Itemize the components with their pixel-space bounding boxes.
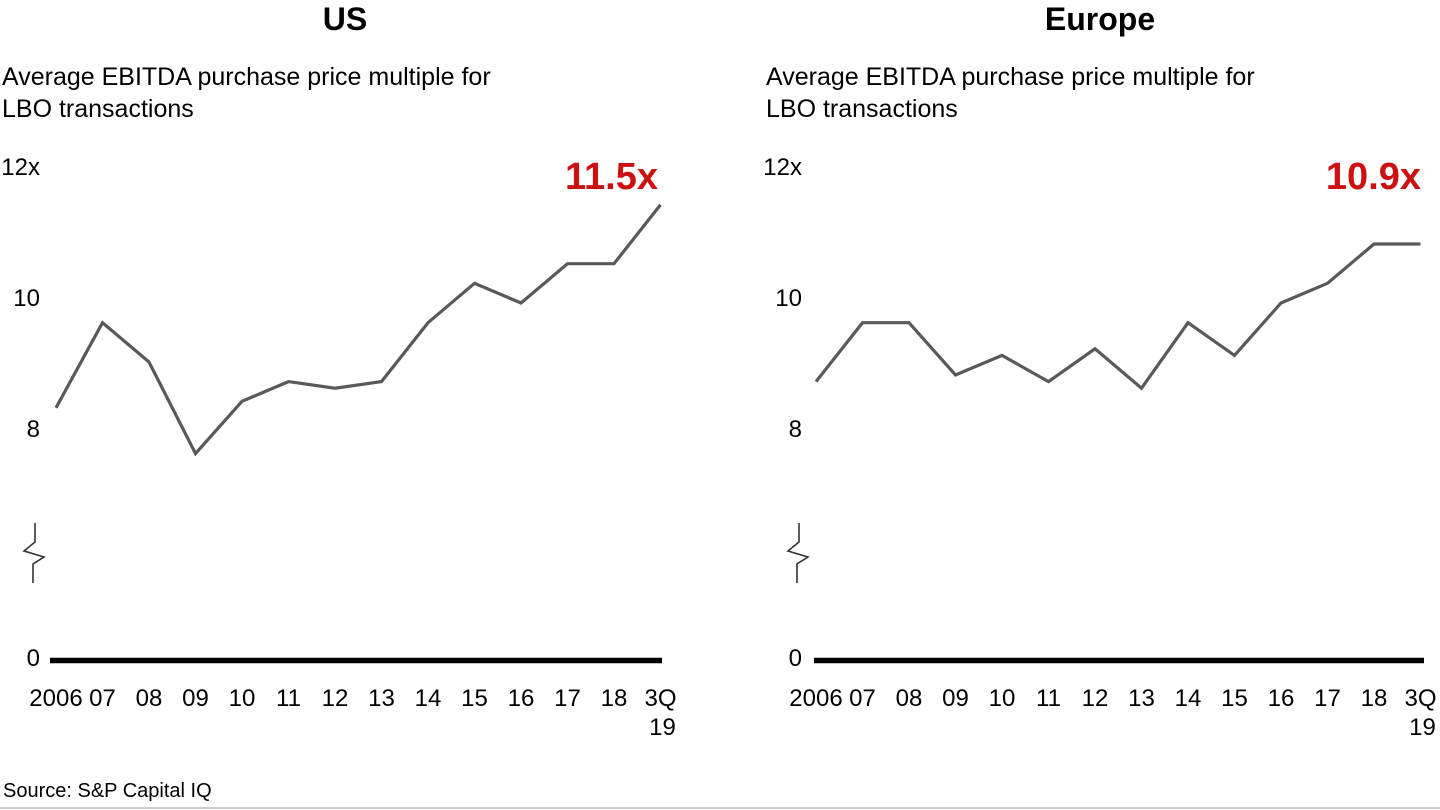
europe-xtick-12: 12	[1082, 685, 1109, 712]
us-ytick-10: 10	[13, 285, 40, 312]
us-xtick-07: 07	[89, 685, 116, 712]
europe-xtick-09: 09	[942, 685, 969, 712]
chart-subtitle-us-line2: LBO transactions	[2, 95, 194, 123]
source-note: Source: S&P Capital IQ	[3, 780, 212, 802]
europe-xtick-15: 15	[1221, 685, 1248, 712]
us-xtick-14: 14	[415, 685, 442, 712]
us-xtick-3Q-line2: 19	[649, 714, 676, 741]
us-ytick-0: 0	[27, 645, 40, 672]
europe-xtick-07: 07	[849, 685, 876, 712]
europe-series-line	[814, 242, 1421, 391]
europe-xtick-18: 18	[1361, 685, 1388, 712]
us-ytick-8: 8	[27, 416, 40, 443]
bottom-divider	[0, 807, 1440, 809]
chart-subtitle-us-line1: Average EBITDA purchase price multiple f…	[2, 63, 491, 91]
europe-xtick-11: 11	[1036, 685, 1061, 712]
europe-xtick-3Q-line2: 19	[1409, 714, 1436, 741]
us-xtick-18: 18	[601, 685, 628, 712]
europe-ytick-10: 10	[775, 285, 802, 312]
chart-subtitle-europe: Average EBITDA purchase price multiple f…	[766, 61, 1255, 125]
us-xtick-17: 17	[554, 685, 581, 712]
us-xtick-16: 16	[508, 685, 535, 712]
europe-xtick-14: 14	[1175, 685, 1202, 712]
europe-xtick-10: 10	[989, 685, 1016, 712]
europe-end-value-label: 10.9x	[1326, 156, 1421, 198]
europe-ytick-0: 0	[789, 645, 802, 672]
us-end-value-label: 11.5x	[565, 156, 658, 198]
europe-xtick-13: 13	[1128, 685, 1155, 712]
europe-axis-break-icon	[786, 523, 810, 583]
chart-title-europe: Europe	[1044, 1, 1156, 37]
us-xtick-2006: 2006	[29, 685, 82, 712]
chart-title-us: US	[322, 1, 368, 37]
us-axis-break-icon	[22, 523, 46, 583]
us-xtick-12: 12	[322, 685, 349, 712]
us-xtick-11: 11	[276, 685, 301, 712]
chart-subtitle-us: Average EBITDA purchase price multiple f…	[2, 61, 491, 125]
europe-xtick-08: 08	[896, 685, 923, 712]
europe-xtick-17: 17	[1314, 685, 1341, 712]
us-xtick-10: 10	[229, 685, 256, 712]
chart-subtitle-europe-line2: LBO transactions	[766, 95, 958, 123]
europe-ytick-12x: 12x	[763, 154, 802, 181]
us-xtick-13: 13	[368, 685, 395, 712]
chart-subtitle-europe-line1: Average EBITDA purchase price multiple f…	[766, 63, 1255, 91]
us-xtick-15: 15	[461, 685, 488, 712]
us-xtick-3Q: 3Q	[644, 685, 676, 712]
europe-xtick-3Q: 3Q	[1404, 685, 1436, 712]
us-xtick-09: 09	[182, 685, 209, 712]
europe-xtick-2006: 2006	[789, 685, 842, 712]
europe-xtick-16: 16	[1268, 685, 1295, 712]
us-ytick-12x: 12x	[1, 154, 40, 181]
europe-ytick-8: 8	[789, 416, 802, 443]
us-series-line	[54, 203, 662, 457]
us-xtick-08: 08	[136, 685, 163, 712]
